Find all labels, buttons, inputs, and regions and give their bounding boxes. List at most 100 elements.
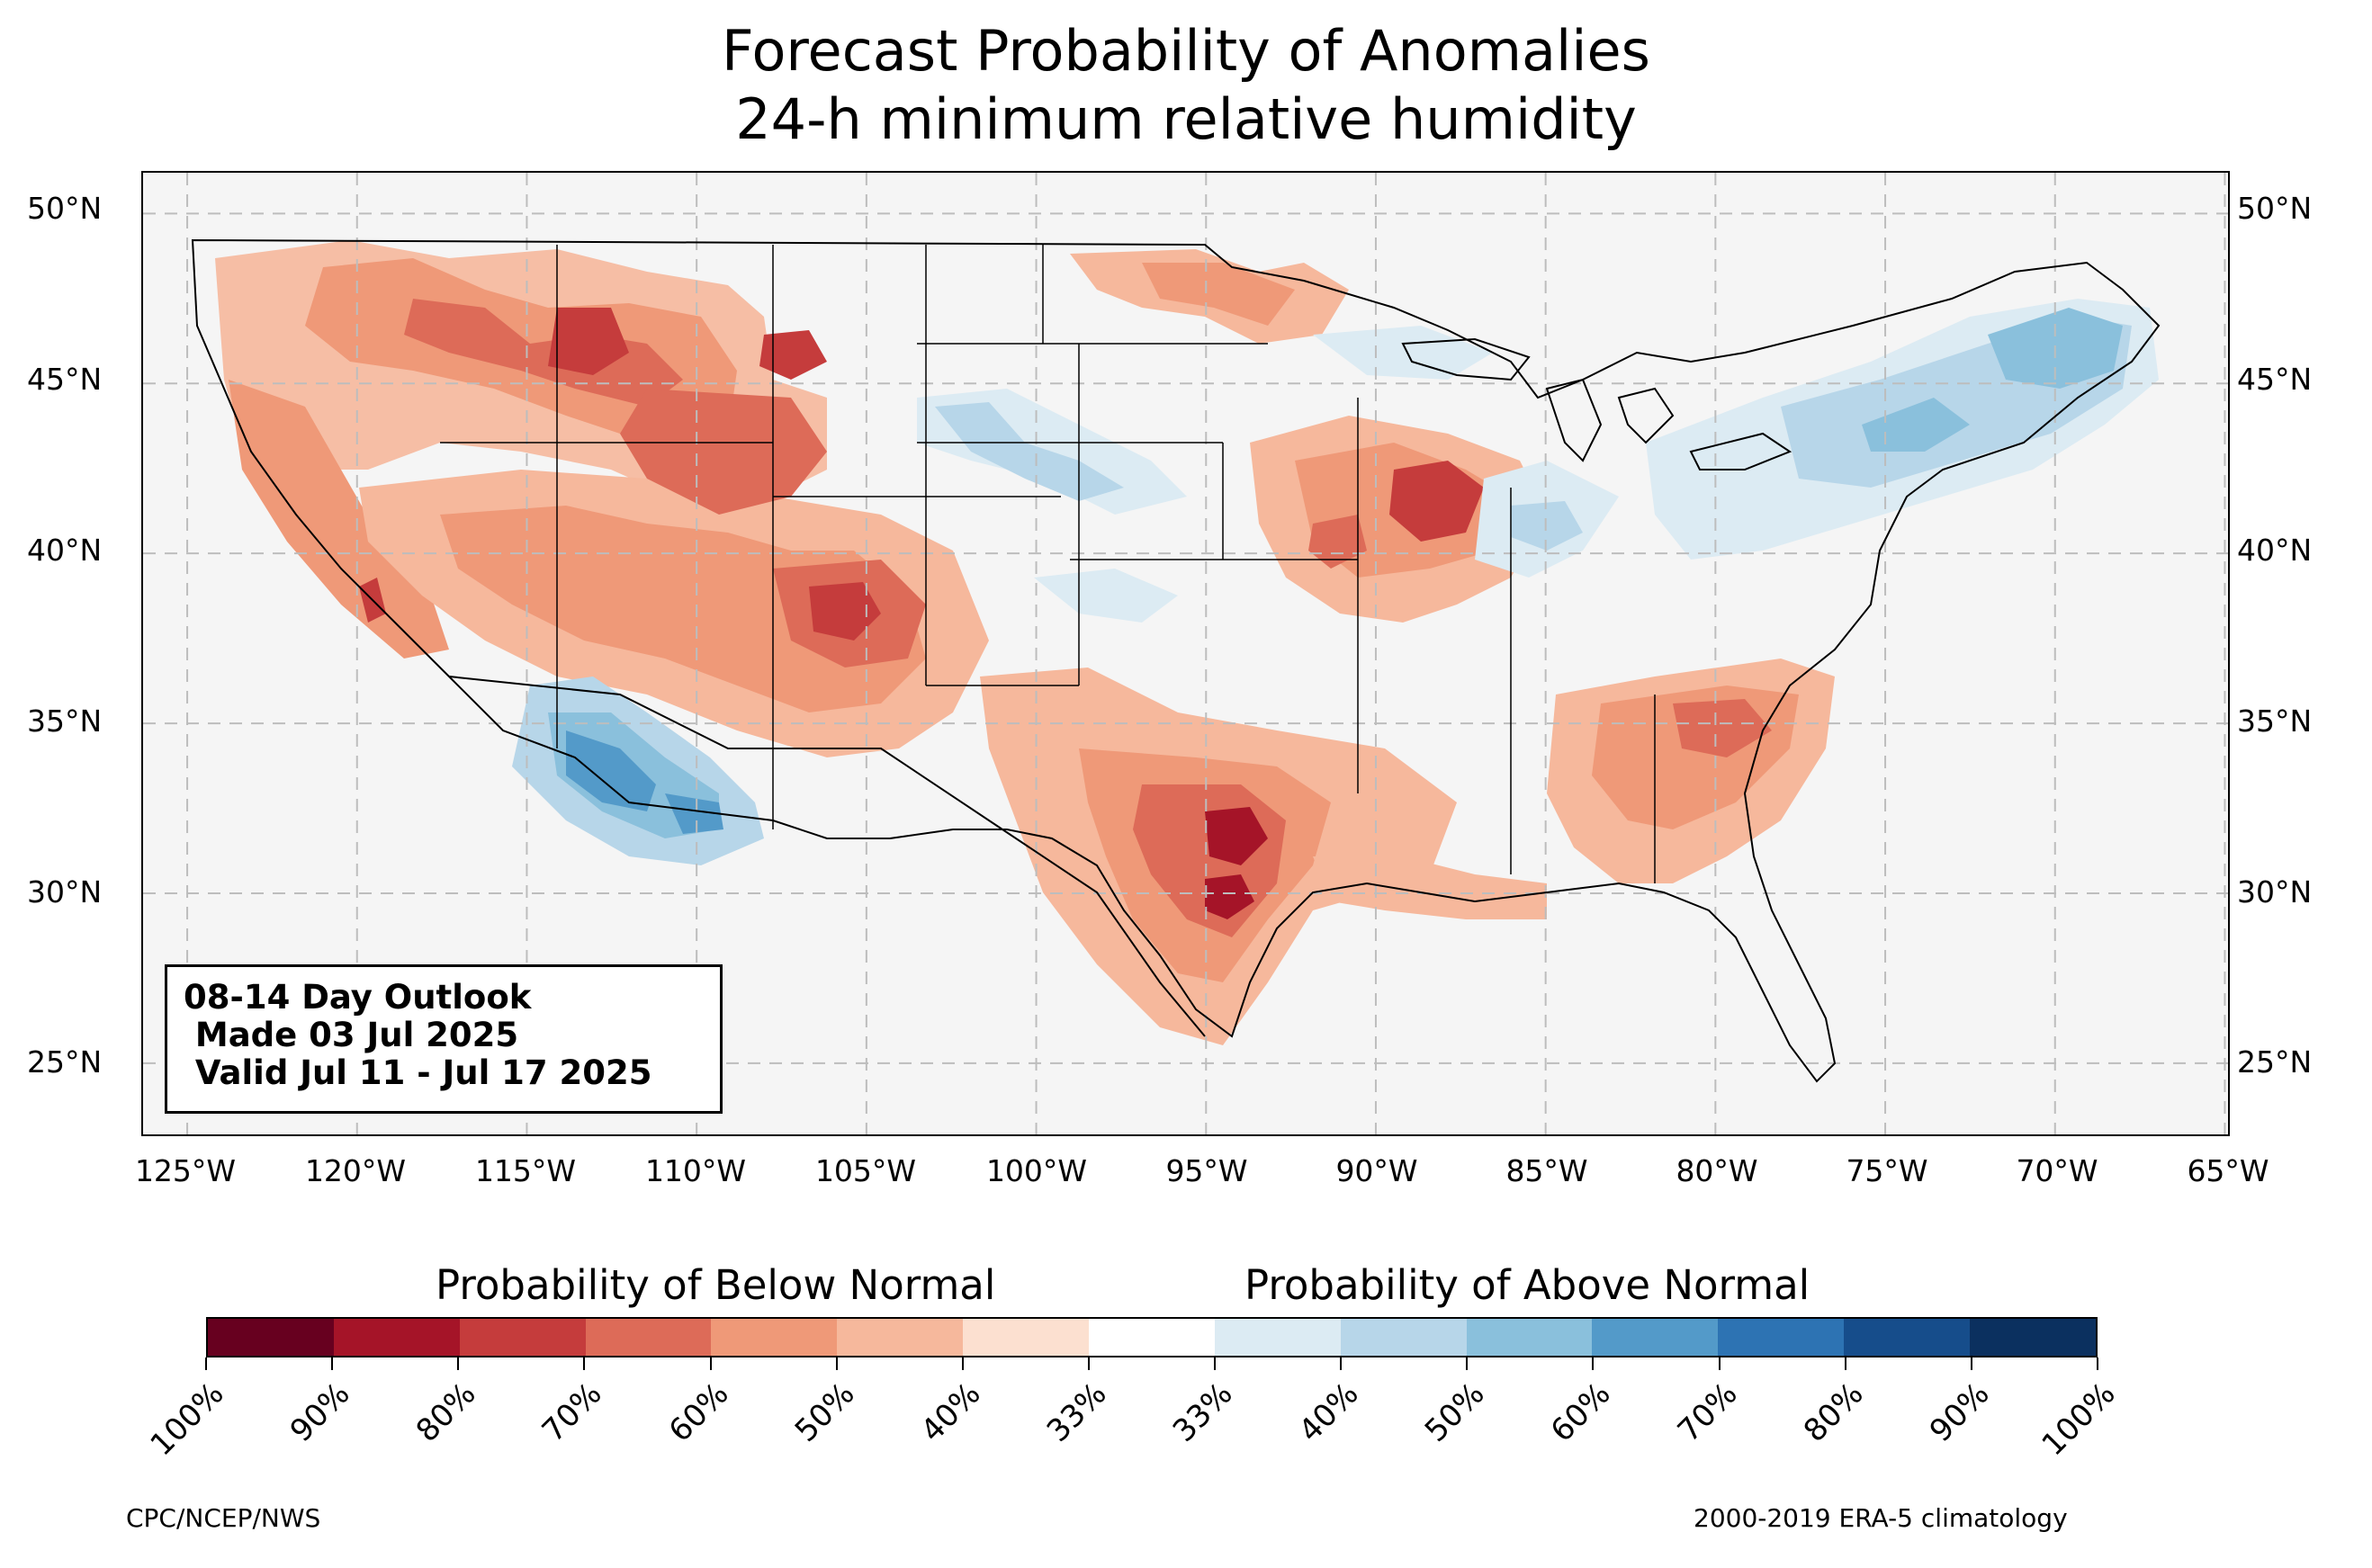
map-frame: [141, 171, 2230, 1136]
lat-label-50n-right: 50°N: [2237, 191, 2313, 226]
great-lakes: [1401, 337, 1792, 470]
probability-shading: [215, 240, 2159, 1045]
outlook-valid-range: Valid Jul 11 - Jul 17 2025: [184, 1053, 652, 1092]
colorbar-tick: [1844, 1357, 1846, 1370]
below-region-gulf-coast: [1313, 856, 1547, 919]
below-region-texas-peak: [1205, 807, 1268, 865]
lat-label-45n-left: 45°N: [27, 362, 103, 397]
lat-label-40n-left: 40°N: [27, 533, 103, 568]
colorbar-tick-label: 80%: [1796, 1375, 1871, 1450]
above-region-ohio-valley-inner: [1511, 501, 1583, 551]
colorbar-swatch: [837, 1319, 964, 1356]
lat-label-25n-left: 25°N: [27, 1044, 103, 1080]
map-boundaries: [191, 238, 2161, 1083]
colorbar-swatch: [711, 1319, 838, 1356]
colorbar-tick-label: 70%: [535, 1375, 609, 1450]
lat-label-50n-left: 50°N: [27, 191, 103, 226]
above-region-central-plains-inner: [935, 402, 1124, 501]
outlook-made-date: Made 03 Jul 2025: [184, 1016, 519, 1054]
above-region-ny-core: [1862, 398, 1970, 452]
lon-label-85w: 85°W: [1505, 1153, 1588, 1188]
colorbar-tick-label: 50%: [1418, 1375, 1492, 1450]
below-region-west-coast: [229, 380, 449, 659]
lat-label-45n-right: 45°N: [2237, 362, 2313, 397]
lon-label-95w: 95°W: [1165, 1153, 1248, 1188]
colorbar-tick-label: 33%: [1039, 1375, 1114, 1450]
lon-label-120w: 120°W: [304, 1153, 407, 1188]
lat-label-40n-right: 40°N: [2237, 533, 2313, 568]
below-region-mississippi-core: [1389, 461, 1484, 542]
colorbar-tick-label: 50%: [787, 1375, 862, 1450]
colorbar-swatch: [1718, 1319, 1845, 1356]
lon-label-110w: 110°W: [644, 1153, 747, 1188]
colorbar-swatch: [1592, 1319, 1719, 1356]
mexico-border: [448, 676, 1206, 1037]
outlook-period: 08-14 Day Outlook: [184, 978, 532, 1017]
colorbar-tick-label: 80%: [409, 1375, 483, 1450]
lon-label-75w: 75°W: [1846, 1153, 1928, 1188]
colorbar-swatch: [208, 1319, 334, 1356]
lon-label-100w: 100°W: [985, 1153, 1088, 1188]
colorbar-tick-label: 33%: [1165, 1375, 1240, 1450]
colorbar-tick: [1466, 1357, 1469, 1370]
colorbar-tick: [1214, 1357, 1217, 1370]
colorbar-tick: [457, 1357, 460, 1370]
colorbar-tick-label: 40%: [1292, 1375, 1366, 1450]
map-gridlines: [143, 173, 2228, 1134]
colorbar-tick: [583, 1357, 586, 1370]
lon-label-65w: 65°W: [2187, 1153, 2269, 1188]
colorbar-tick: [205, 1357, 207, 1370]
colorbar-tick-label: 60%: [661, 1375, 736, 1450]
lon-label-125w: 125°W: [134, 1153, 237, 1188]
lon-label-115w: 115°W: [474, 1153, 577, 1188]
lat-label-35n-right: 35°N: [2237, 703, 2313, 739]
colorbar-below-label: Probability of Below Normal: [436, 1261, 996, 1309]
colorbar-swatch: [1214, 1319, 1341, 1356]
below-region-missouri-core: [1308, 515, 1367, 569]
below-region-texas-peak2: [1205, 874, 1254, 919]
colorbar-tick: [1340, 1357, 1343, 1370]
colorbar-tick-label: 60%: [1544, 1375, 1619, 1450]
below-region-colorado-peak: [809, 582, 881, 641]
colorbar-swatch: [1970, 1319, 2096, 1356]
map-title-line1: Forecast Probability of Anomalies: [722, 18, 1650, 84]
colorbar-swatch: [1844, 1319, 1971, 1356]
colorbar-tick: [1592, 1357, 1595, 1370]
colorbar-tick: [1087, 1357, 1090, 1370]
above-region-arizona-core2: [665, 793, 723, 834]
colorbar-above-label: Probability of Above Normal: [1244, 1261, 1810, 1309]
colorbar: [206, 1317, 2098, 1357]
below-region-montana-core: [759, 330, 827, 380]
below-region-wyoming-core: [620, 389, 827, 515]
above-region-kansas: [1034, 569, 1178, 623]
colorbar-tick: [1718, 1357, 1721, 1370]
below-region-great-basin-inner: [440, 506, 926, 712]
colorbar-tick: [331, 1357, 334, 1370]
colorbar-tick-label: 90%: [283, 1375, 357, 1450]
above-region-arizona-core: [566, 730, 656, 811]
map-title-line2: 24-h minimum relative humidity: [735, 86, 1637, 152]
outlook-info-box: 08-14 Day Outlook Made 03 Jul 2025 Valid…: [165, 964, 723, 1114]
colorbar-tick-label: 100%: [2035, 1375, 2123, 1464]
footer-source: CPC/NCEP/NWS: [126, 1503, 321, 1533]
lat-label-30n-right: 30°N: [2237, 874, 2313, 909]
colorbar-swatch: [459, 1319, 586, 1356]
colorbar-tick-label: 90%: [1922, 1375, 1997, 1450]
lat-label-25n-right: 25°N: [2237, 1044, 2313, 1080]
below-region-northwest-core: [404, 299, 683, 407]
colorbar-tick-label: 70%: [1670, 1375, 1745, 1450]
below-region-carolina-core: [1673, 699, 1772, 757]
lat-label-30n-left: 30°N: [27, 874, 103, 909]
lon-label-90w: 90°W: [1335, 1153, 1418, 1188]
colorbar-swatch: [1089, 1319, 1215, 1356]
map-canvas: [143, 173, 2228, 1134]
lon-label-105w: 105°W: [814, 1153, 917, 1188]
state-lines: [440, 245, 1656, 883]
colorbar-tick: [1970, 1357, 1972, 1370]
colorbar-swatch: [333, 1319, 460, 1356]
colorbar-swatch: [1340, 1319, 1467, 1356]
colorbar-tick-label: 40%: [913, 1375, 988, 1450]
colorbar-tick: [2097, 1357, 2098, 1370]
colorbar-swatch: [963, 1319, 1090, 1356]
lat-label-35n-left: 35°N: [27, 703, 103, 739]
